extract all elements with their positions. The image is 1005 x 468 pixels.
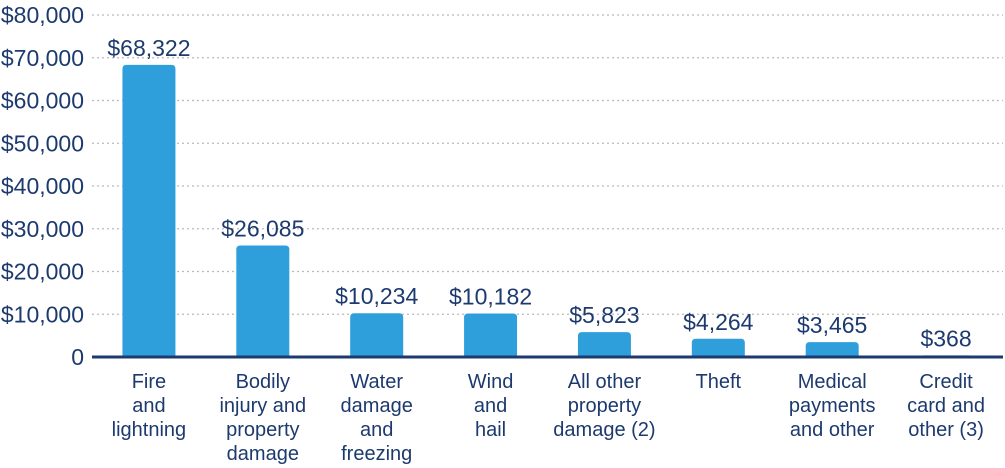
bars (122, 64, 973, 360)
category-label: Wind and hail (468, 371, 514, 441)
category-labels: Fire and lightning Bodily injury and property… (112, 371, 985, 465)
category-label: Water damage and freezing (341, 371, 413, 465)
bar (691, 338, 745, 357)
y-axis-tick-labels: 0 $10,000 $20,000 $30,000 $40,000 $50,000 $60,… (1, 2, 84, 370)
data-label: $10,182 (449, 283, 532, 309)
category-label: Theft (696, 371, 742, 393)
bar (577, 332, 631, 357)
bar (805, 342, 859, 357)
data-labels: $68,322 $26,085 $10,234 $10,182 $5,823 $4,264… (107, 35, 971, 352)
y-tick-label: $30,000 (1, 216, 84, 242)
y-tick-label: $10,000 (1, 301, 84, 327)
gridlines (92, 14, 1003, 315)
bar (464, 313, 518, 357)
bar (236, 245, 290, 357)
y-tick-label: $50,000 (1, 130, 84, 156)
data-label: $4,264 (683, 309, 754, 335)
y-tick-label: $70,000 (1, 45, 84, 71)
category-label: Credit card and other (3) (907, 371, 985, 441)
data-label: $10,234 (335, 283, 418, 309)
category-label: Medical payments and other (789, 371, 876, 441)
y-tick-label: 0 (71, 344, 84, 370)
y-tick-label: $80,000 (1, 2, 84, 28)
data-label: $68,322 (107, 35, 190, 61)
category-label: Bodily injury and property damage (219, 371, 306, 465)
y-tick-label: $60,000 (1, 88, 84, 114)
data-label: $368 (920, 325, 971, 351)
data-label: $3,465 (797, 312, 867, 338)
y-tick-label: $40,000 (1, 173, 84, 199)
bar (122, 64, 176, 357)
category-label: Fire and lightning (112, 371, 187, 441)
data-label: $26,085 (221, 215, 304, 241)
data-label: $5,823 (569, 302, 639, 328)
category-label: All other property damage (2) (553, 371, 655, 441)
bar (350, 313, 404, 357)
y-tick-label: $20,000 (1, 259, 84, 285)
